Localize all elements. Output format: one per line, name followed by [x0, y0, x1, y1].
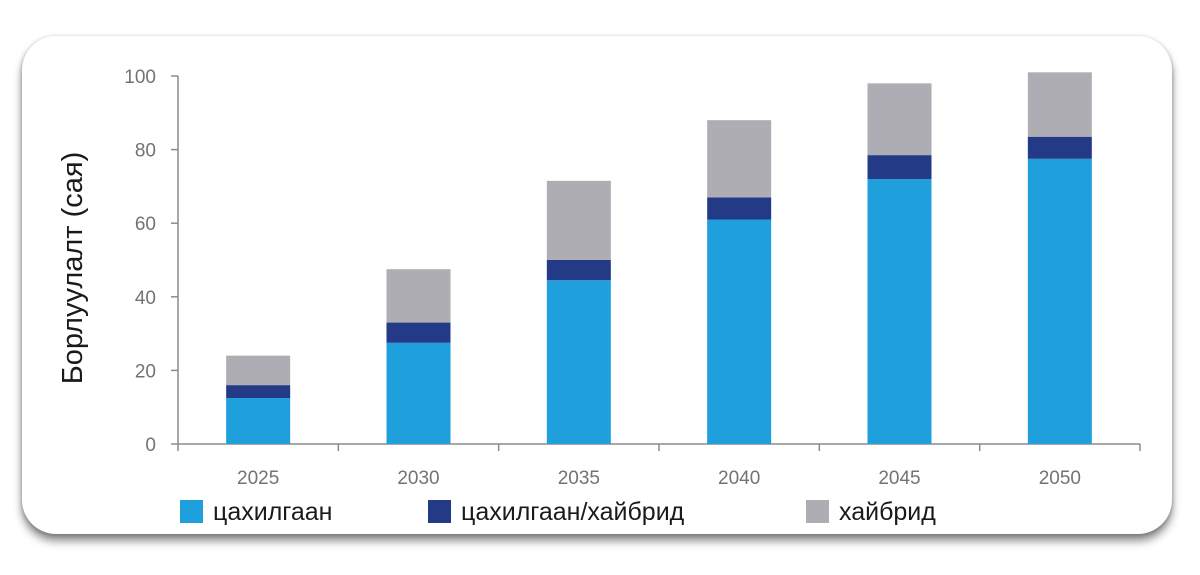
bar-segment-2-2045	[867, 155, 932, 180]
legend-swatch-2	[428, 500, 451, 523]
y-tick-label: 0	[145, 435, 156, 456]
bar-segment-1-2045	[867, 179, 932, 445]
legend-swatch-1	[180, 500, 203, 523]
y-axis-label: Борлуулалт (сая)	[57, 152, 89, 385]
y-ticks: 0 20 40 60 80 100	[124, 67, 178, 456]
bar-segment-3-2030	[386, 269, 451, 323]
axes	[177, 76, 1140, 445]
x-tick-label: 2025	[237, 468, 279, 489]
bar-segment-3-2045	[867, 83, 932, 156]
bars	[226, 72, 1092, 445]
bar-segment-3-2025	[226, 355, 291, 386]
y-tick-label: 20	[135, 361, 156, 382]
x-tick-label: 2050	[1039, 468, 1081, 489]
x-tick-label: 2045	[878, 468, 920, 489]
y-tick-label: 60	[135, 214, 156, 235]
bar-segment-3-2035	[546, 180, 611, 260]
y-tick-label: 80	[135, 141, 156, 162]
bar-segment-1-2025	[226, 398, 291, 444]
bar-segment-2-2035	[546, 260, 611, 281]
legend-swatch-3	[806, 500, 829, 523]
bar-segment-1-2035	[546, 280, 611, 444]
legend-label-1: цахилгаан	[213, 498, 332, 526]
bar-segment-3-2040	[707, 120, 772, 198]
bar-segment-1-2040	[707, 219, 772, 444]
legend-label-2: цахилгаан/хайбрид	[461, 498, 685, 526]
legend: цахилгаан цахилгаан/хайбрид хайбрид	[180, 498, 936, 526]
bar-segment-2-2040	[707, 197, 772, 220]
x-tick-label: 2035	[558, 468, 600, 489]
bar-segment-2-2030	[386, 322, 451, 343]
legend-label-3: хайбрид	[839, 498, 936, 526]
x-tick-label: 2040	[718, 468, 760, 489]
bar-segment-1-2050	[1027, 158, 1092, 445]
x-tick-label: 2030	[397, 468, 439, 489]
bar-segment-3-2050	[1027, 72, 1092, 137]
bar-segment-2-2050	[1027, 136, 1092, 159]
x-ticks: 2025 2030 2035 2040 2045 2050	[177, 444, 1141, 489]
y-tick-label: 40	[135, 288, 156, 309]
bar-segment-1-2030	[386, 342, 451, 444]
bar-segment-2-2025	[226, 385, 291, 398]
y-tick-label: 100	[124, 67, 156, 88]
